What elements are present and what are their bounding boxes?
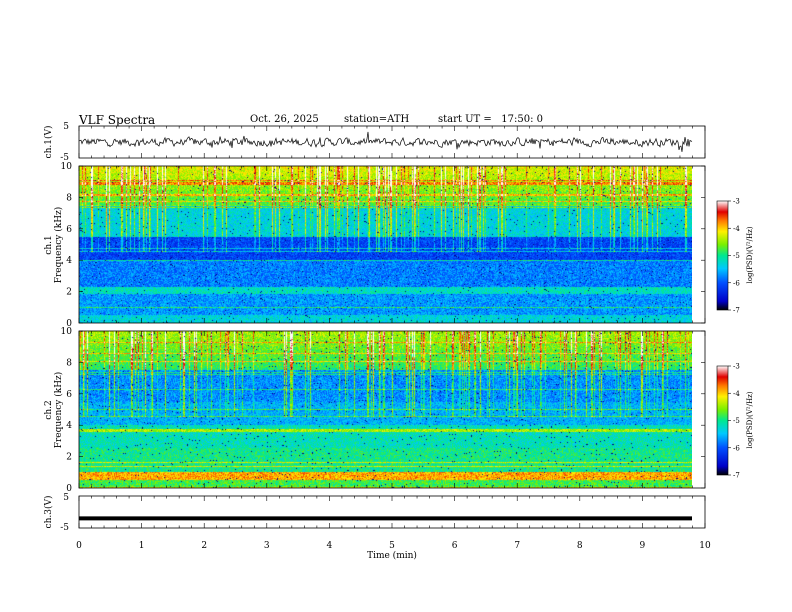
time-tick-label: 1 [139,541,145,551]
ch1-waveform-panel: 5 -5 ch.1(V) [43,122,706,163]
time-tick-label: 4 [327,541,333,551]
ch1-ytick-top: 5 [63,122,69,132]
ch2-colorbar-tick-label: -6 [733,444,740,452]
ch2-colorbar-tick-label: -3 [733,363,740,371]
date-label: Oct. 26, 2025 [250,114,319,125]
ch1-colorbar-ticks: -3 -4 -5 -6 -7 [728,198,740,315]
ch2-colorbar-ticks: -3 -4 -5 -6 -7 [728,363,740,480]
ch1-waveform-xticks [78,126,706,158]
ch2-spectrogram-xticks [78,331,706,488]
ch1-spec-ytick-label: 6 [66,225,72,235]
ch1-waveform-line [78,131,693,152]
ch1-spectrogram-yticks: 0 2 4 6 8 10 [61,162,705,329]
ch2-spec-ytick-label: 2 [66,453,72,463]
ch2-spec-ylabel-1: ch.2 [44,400,54,419]
ch2-colorbar-tick-label: -5 [733,417,740,425]
ch1-colorbar-tick-label: -5 [733,252,740,260]
ch1-spectrogram-image [79,166,692,323]
time-tick-label: 8 [577,541,583,551]
time-tick-label: 10 [699,541,711,551]
ch2-colorbar-tick-label: -4 [733,390,740,398]
ch1-spec-ytick-label: 4 [66,256,72,266]
time-tick-label: 2 [201,541,207,551]
ch1-spectrogram-xticks [78,166,706,323]
ch1-colorbar-tick-label: -3 [733,198,740,206]
time-tick-label: 3 [264,541,270,551]
start-time-label: start UT = 17:50: 0 [438,114,544,125]
ch2-spec-ytick-label: 0 [66,484,72,494]
ch2-spec-ytick-label: 4 [66,421,72,431]
time-tick-label: 6 [452,541,458,551]
ch1-spec-ytick-label: 8 [66,193,72,203]
ch1-spec-ytick-label: 10 [61,162,73,172]
ch1-colorbar-tick-label: -7 [733,307,740,315]
ch3-ytick-bottom: -5 [60,523,69,533]
ch1-spec-ylabel-1: ch.1 [44,235,54,254]
ch2-spec-ytick-label: 8 [66,358,72,368]
time-tick-label: 5 [389,541,395,551]
ch1-spec-ytick-label: 2 [66,288,72,298]
ch2-spectrogram-yticks: 0 2 4 6 8 10 [61,327,705,494]
ch1-spec-ylabel-2: Frequency (kHz) [53,207,64,284]
ch1-colorbar-label: log(PSD)(V²/Hz) [746,226,754,283]
ch2-spectrogram-image [79,331,692,488]
time-axis-tick-labels: 0 1 2 3 4 5 6 7 8 9 10 [76,541,711,551]
ch1-spec-ytick-label: 0 [66,319,72,329]
ch2-spec-ytick-label: 6 [66,390,72,400]
ch3-ylabel: ch.3(V) [43,496,54,529]
time-tick-label: 0 [76,541,82,551]
ch3-waveform-panel: 5 -5 ch.3(V) 0 1 2 3 4 5 6 7 8 9 10 Time (min) [43,493,711,561]
ch2-spec-ylabel-2: Frequency (kHz) [53,372,64,449]
ch1-colorbar-tick-label: -6 [733,279,740,287]
time-tick-label: 9 [640,541,646,551]
ch1-colorbar [716,200,729,311]
ch2-colorbar-label: log(PSD)(V²/Hz) [746,391,754,448]
time-tick-label: 7 [514,541,520,551]
ch3-waveform-xticks [78,496,706,528]
ch3-ytick-top: 5 [63,493,69,503]
ch2-colorbar [716,365,729,476]
chart-title: VLF Spectra [79,113,156,127]
station-label: station=ATH [344,114,410,125]
ch1-ytick-bottom: -5 [60,153,69,163]
time-axis-label: Time (min) [367,550,417,561]
ch2-colorbar-tick-label: -7 [733,472,740,480]
ch1-ylabel: ch.1(V) [43,126,54,159]
ch1-colorbar-tick-label: -4 [733,225,740,233]
ch2-spec-ytick-label: 10 [61,327,73,337]
